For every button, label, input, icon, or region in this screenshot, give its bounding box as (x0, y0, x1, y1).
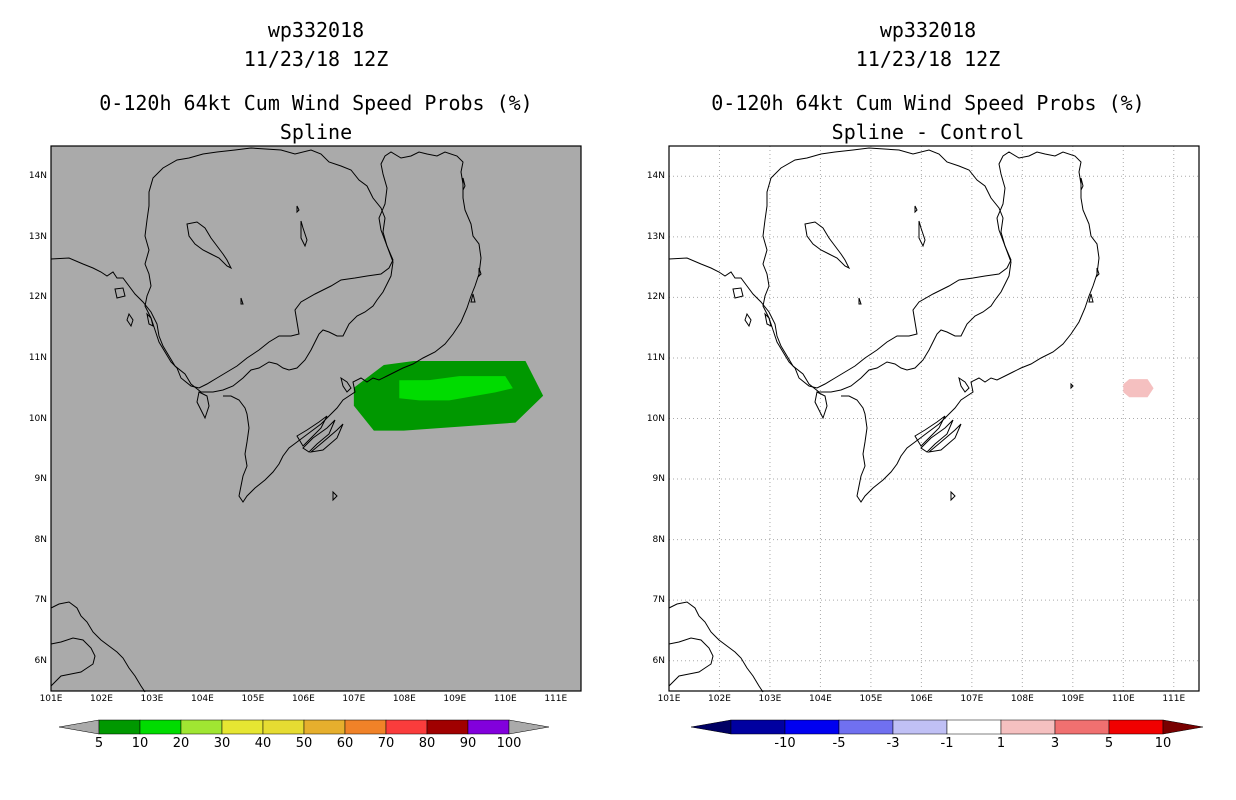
colorbar-label: 5 (94, 736, 104, 751)
colorbar-segment (784, 719, 840, 735)
lat-tick-label: 13N (28, 231, 47, 242)
colorbar-end-left (690, 719, 732, 735)
lon-tick-label: 101E (657, 694, 681, 704)
colorbar-segment (303, 719, 346, 735)
colorbar-label: 60 (336, 736, 354, 751)
left-product-title: 0-120h 64kt Cum Wind Speed Probs (%) (99, 91, 533, 115)
left-storm-id: wp332018 (267, 18, 365, 42)
right-colorbar (690, 719, 1204, 735)
colorbar-label: 30 (213, 736, 231, 751)
right-subtitle: Spline - Control (831, 120, 1025, 144)
difference-area-1-3 (1123, 379, 1154, 398)
colorbar-label: 10 (131, 736, 149, 751)
colorbar-end-right (1162, 719, 1204, 735)
lon-tick-label: 101E (39, 694, 63, 704)
lon-tick-label: 106E (909, 694, 933, 704)
colorbar-segment (344, 719, 387, 735)
lon-tick-label: 109E (443, 694, 467, 704)
lon-tick-label: 106E (291, 694, 315, 704)
lat-tick-label: 6N (652, 655, 665, 666)
lat-tick-label: 10N (28, 413, 47, 424)
right-map (668, 145, 1200, 693)
probability-area-10-20 (399, 376, 513, 401)
colorbar-segment (98, 719, 141, 735)
lon-tick-label: 108E (392, 694, 416, 704)
lon-tick-label: 104E (190, 694, 214, 704)
left-colorbar (58, 719, 550, 735)
lat-tick-label: 8N (34, 534, 47, 545)
lat-tick-label: 11N (646, 352, 665, 363)
lon-tick-label: 105E (859, 694, 883, 704)
lat-tick-label: 12N (28, 292, 47, 303)
colorbar-label: -1 (940, 736, 954, 751)
colorbar-segment (385, 719, 428, 735)
colorbar-segment (838, 719, 894, 735)
left-map (50, 145, 582, 693)
lon-tick-label: 108E (1010, 694, 1034, 704)
colorbar-segment (892, 719, 948, 735)
lat-tick-label: 7N (652, 595, 665, 606)
lon-tick-label: 103E (140, 694, 164, 704)
colorbar-label: 3 (1050, 736, 1060, 751)
lon-tick-label: 104E (808, 694, 832, 704)
colorbar-label: 20 (172, 736, 190, 751)
lat-tick-label: 8N (652, 534, 665, 545)
lat-tick-label: 9N (652, 474, 665, 485)
right-storm-id: wp332018 (879, 18, 977, 42)
lon-tick-label: 111E (544, 694, 568, 704)
colorbar-label: 70 (377, 736, 395, 751)
lat-tick-label: 10N (646, 413, 665, 424)
lat-tick-label: 12N (646, 292, 665, 303)
colorbar-segment (467, 719, 510, 735)
lat-tick-label: 13N (646, 231, 665, 242)
colorbar-label: 90 (459, 736, 477, 751)
lon-tick-label: 110E (1111, 694, 1135, 704)
colorbar-segment (1054, 719, 1110, 735)
colorbar-label: 40 (254, 736, 272, 751)
lon-tick-label: 111E (1162, 694, 1186, 704)
left-subtitle: Spline (279, 120, 353, 144)
colorbar-segment (1108, 719, 1164, 735)
lat-tick-label: 14N (646, 171, 665, 182)
colorbar-end-right (508, 719, 550, 735)
colorbar-segment (426, 719, 469, 735)
lon-tick-label: 105E (241, 694, 265, 704)
lon-tick-label: 102E (90, 694, 113, 704)
right-product-title: 0-120h 64kt Cum Wind Speed Probs (%) (711, 91, 1145, 115)
colorbar-label: -3 (886, 736, 900, 751)
colorbar-label: 80 (418, 736, 436, 751)
colorbar-label: -5 (832, 736, 846, 751)
colorbar-label: 50 (295, 736, 313, 751)
left-date: 11/23/18 12Z (243, 47, 389, 71)
colorbar-label: 100 (496, 736, 522, 751)
colorbar-segment (221, 719, 264, 735)
colorbar-segment (139, 719, 182, 735)
colorbar-end-left (58, 719, 100, 735)
colorbar-label: 10 (1154, 736, 1172, 751)
colorbar-label: 5 (1104, 736, 1114, 751)
right-date: 11/23/18 12Z (855, 47, 1001, 71)
lat-tick-label: 7N (34, 595, 47, 606)
lat-tick-label: 6N (34, 655, 47, 666)
lat-tick-label: 14N (28, 171, 47, 182)
lon-tick-label: 107E (960, 694, 984, 704)
colorbar-label: 1 (996, 736, 1006, 751)
lon-tick-label: 103E (758, 694, 782, 704)
lat-tick-label: 9N (34, 474, 47, 485)
lon-tick-label: 109E (1061, 694, 1085, 704)
colorbar-segment (730, 719, 786, 735)
lat-tick-label: 11N (28, 352, 47, 363)
colorbar-segment (946, 719, 1002, 735)
colorbar-segment (1000, 719, 1056, 735)
lon-tick-label: 110E (493, 694, 517, 704)
colorbar-segment (180, 719, 223, 735)
lon-tick-label: 102E (708, 694, 731, 704)
lon-tick-label: 107E (342, 694, 366, 704)
colorbar-label: -10 (774, 736, 796, 751)
colorbar-segment (262, 719, 305, 735)
